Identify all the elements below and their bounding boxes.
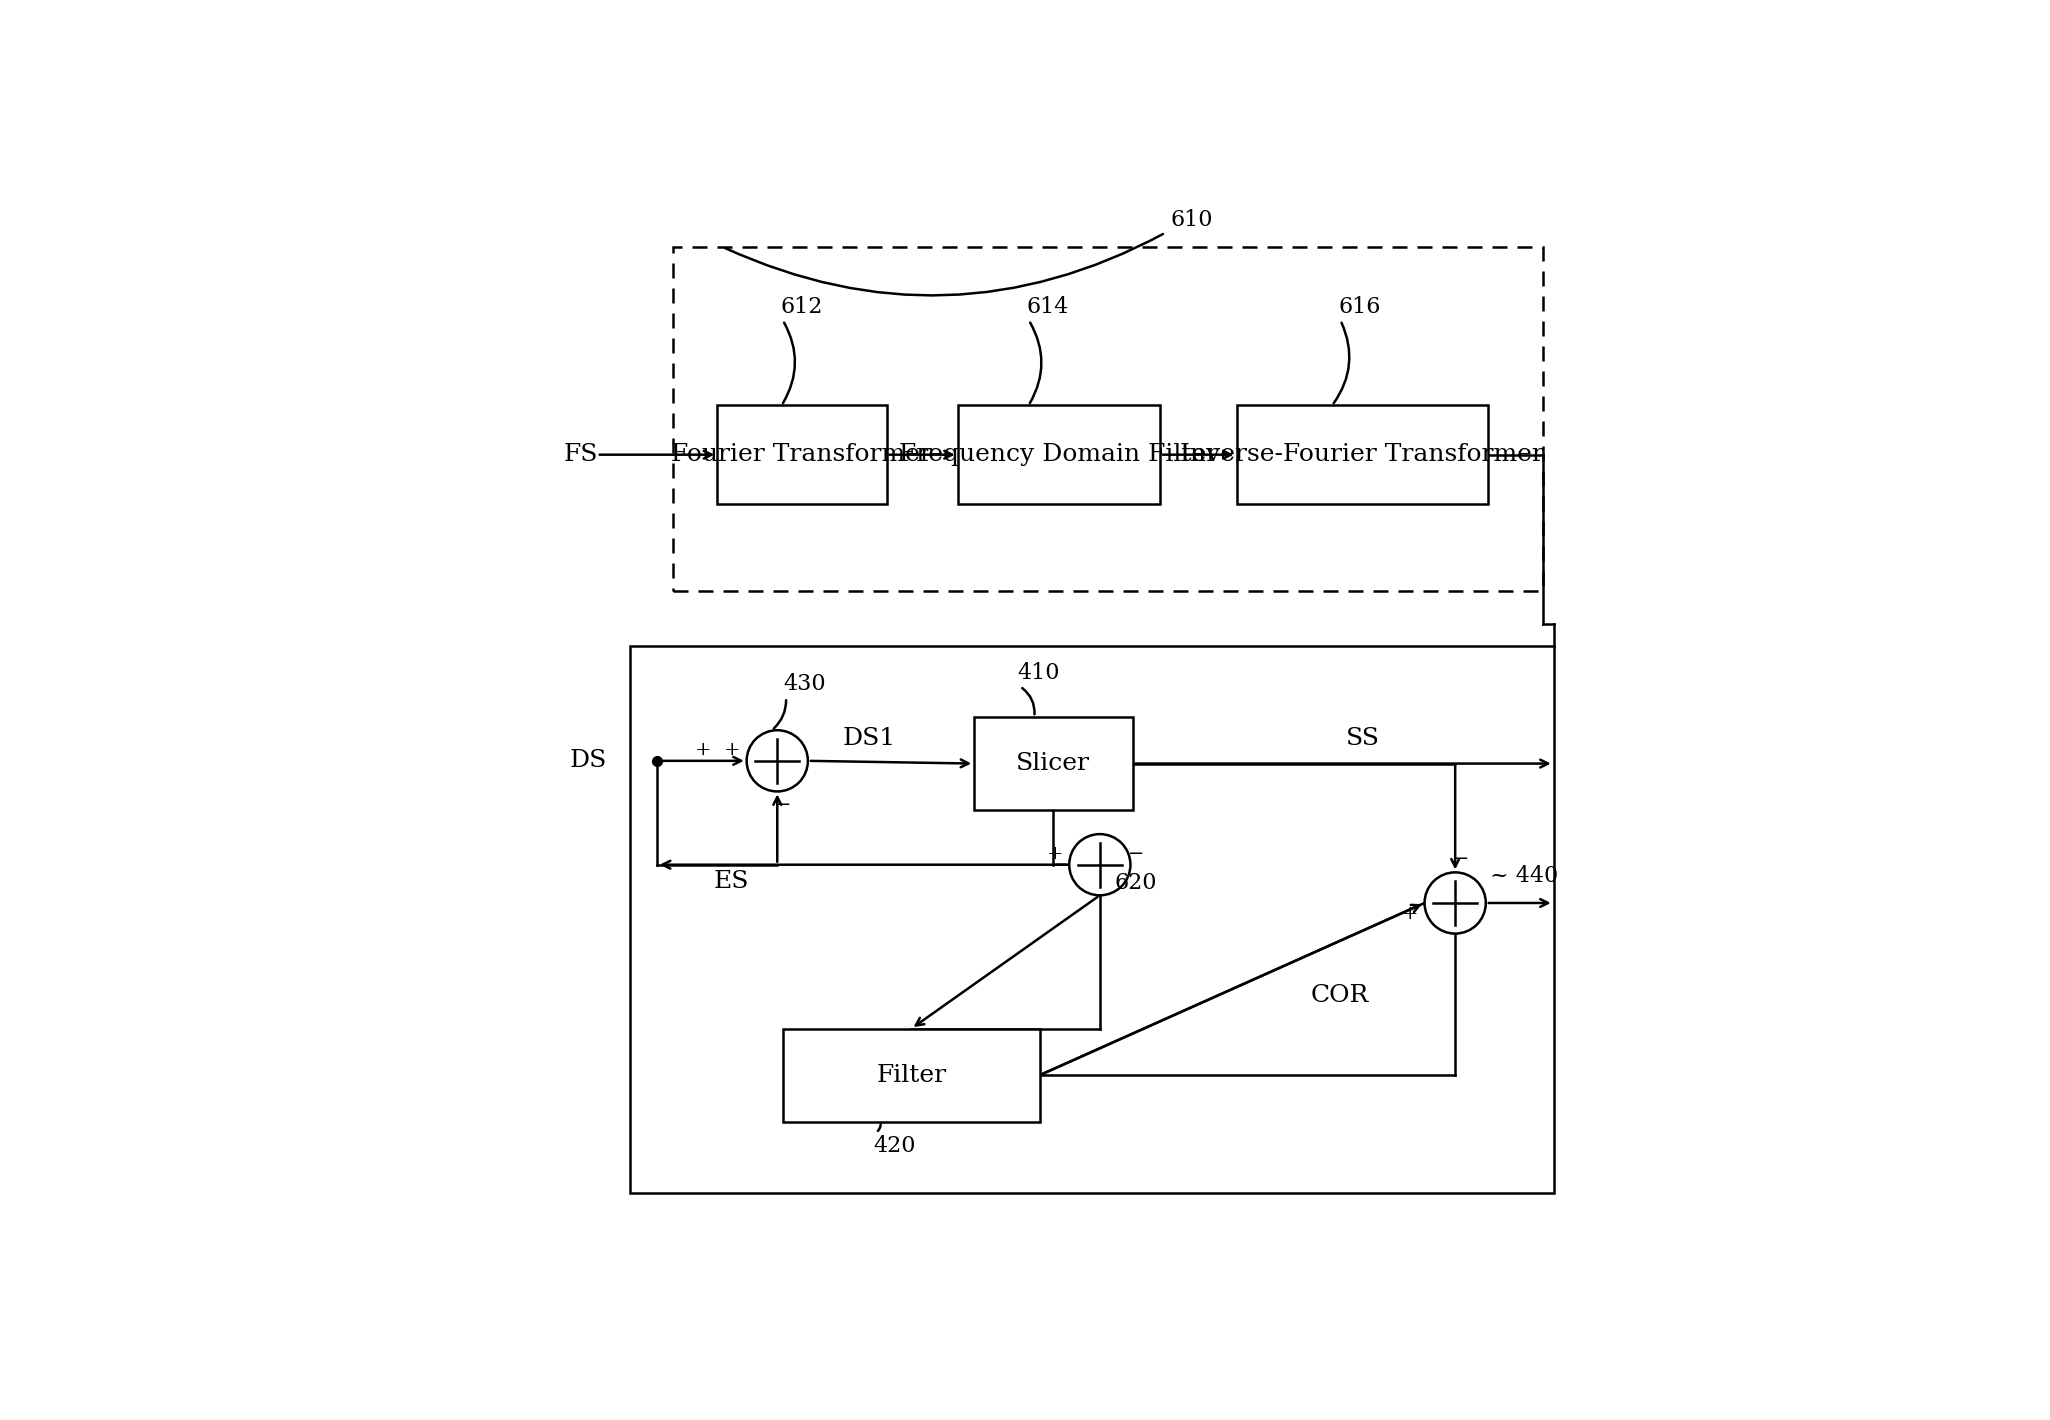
Bar — [1236, 406, 1488, 504]
Text: +: + — [1048, 845, 1064, 863]
Circle shape — [1425, 872, 1486, 933]
Text: ES: ES — [713, 869, 750, 893]
Text: 420: 420 — [873, 1135, 916, 1157]
Circle shape — [746, 730, 808, 791]
Text: Frequency Domain Filter: Frequency Domain Filter — [900, 443, 1218, 466]
Text: ~ 440: ~ 440 — [1490, 865, 1558, 886]
Bar — [629, 646, 1554, 1193]
Bar — [974, 717, 1134, 809]
Text: 430: 430 — [783, 673, 826, 696]
Text: Filter: Filter — [875, 1064, 947, 1086]
Bar — [718, 406, 886, 504]
Text: 612: 612 — [781, 297, 822, 318]
Text: Inverse-Fourier Transformer: Inverse-Fourier Transformer — [1181, 443, 1544, 466]
Circle shape — [1070, 834, 1130, 896]
Bar — [957, 406, 1160, 504]
Text: SS: SS — [1347, 727, 1380, 750]
Bar — [783, 1028, 1039, 1122]
Text: 410: 410 — [1017, 662, 1060, 684]
Text: Fourier Transformer: Fourier Transformer — [672, 443, 933, 466]
Bar — [672, 247, 1544, 591]
Text: DS1: DS1 — [843, 727, 896, 750]
Text: Slicer: Slicer — [1017, 753, 1091, 775]
Text: 620: 620 — [1113, 872, 1156, 895]
Text: −: − — [775, 795, 791, 814]
Text: DS: DS — [570, 750, 607, 772]
Text: +: + — [724, 741, 740, 758]
Text: FS: FS — [564, 443, 599, 466]
Text: −: − — [1453, 851, 1470, 868]
Text: 616: 616 — [1339, 297, 1380, 318]
Text: +: + — [695, 741, 711, 758]
Text: +: + — [1402, 905, 1419, 923]
Text: COR: COR — [1310, 984, 1369, 1007]
Text: 610: 610 — [1171, 209, 1214, 230]
Text: −: − — [1128, 845, 1144, 863]
Text: 614: 614 — [1027, 297, 1068, 318]
